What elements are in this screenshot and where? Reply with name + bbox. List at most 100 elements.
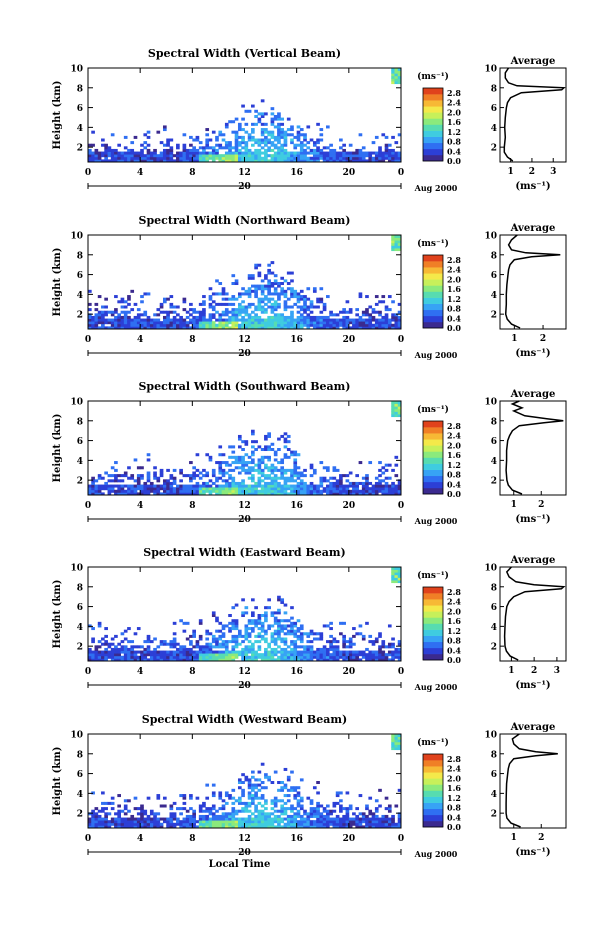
heatmap-cell	[198, 310, 203, 314]
heatmap-cell	[179, 655, 183, 659]
heatmap-cell	[355, 487, 360, 491]
heatmap-cell	[322, 476, 327, 480]
heatmap-cell	[221, 484, 226, 488]
heatmap-cell	[299, 143, 304, 147]
heatmap-cell	[218, 492, 223, 496]
heatmap-cell	[290, 159, 294, 163]
heatmap-cell	[348, 143, 353, 147]
heatmap-cell	[192, 645, 196, 649]
heatmap-cell	[224, 484, 229, 488]
heatmap-cell	[293, 624, 298, 628]
heatmap-cell	[140, 653, 144, 657]
heatmap-cell	[231, 650, 236, 654]
heatmap-cell	[237, 326, 242, 330]
heatmap-cell	[391, 78, 395, 82]
heatmap-cell	[381, 492, 386, 496]
heatmap-cell	[172, 481, 177, 485]
heatmap-cell	[189, 318, 193, 322]
heatmap-cell	[368, 809, 373, 813]
heatmap-cell	[381, 658, 386, 662]
heatmap-cell	[342, 315, 346, 319]
heatmap-cell	[228, 822, 232, 826]
heatmap-cell	[306, 159, 311, 163]
heatmap-cell	[114, 148, 118, 152]
heatmap-cell	[264, 141, 268, 145]
colorbar-tick-label: 0.8	[447, 636, 461, 646]
heatmap-cell	[290, 128, 294, 132]
heatmap-cell	[254, 487, 258, 491]
heatmap-cell	[397, 321, 402, 325]
heatmap-cell	[303, 632, 307, 636]
heatmap-cell	[368, 323, 373, 327]
heatmap-cell	[195, 326, 200, 330]
heatmap-cell	[218, 154, 223, 158]
heatmap-cell	[169, 658, 174, 662]
heatmap-cell	[270, 466, 275, 470]
heatmap-cell	[221, 292, 226, 296]
heatmap-cell	[215, 640, 219, 644]
heatmap-cell	[104, 801, 108, 805]
heatmap-cell	[143, 809, 148, 813]
heatmap-cell	[335, 489, 340, 493]
heatmap-cell	[172, 468, 177, 472]
colorbar-tick-label: 0.4	[447, 313, 461, 323]
heatmap-cell	[136, 466, 141, 470]
heatmap-cell	[280, 130, 285, 134]
heatmap-cell	[247, 148, 252, 152]
heatmap-cell	[312, 471, 317, 475]
heatmap-cell	[296, 323, 301, 327]
colorbar-frame	[422, 586, 444, 661]
heatmap-cell	[270, 122, 275, 126]
heatmap-cell	[234, 148, 239, 152]
heatmap-cell	[394, 159, 399, 163]
heatmap-cell	[260, 448, 265, 452]
heatmap-cell	[202, 468, 206, 472]
heatmap-cell	[241, 773, 245, 777]
heatmap-cell	[215, 820, 219, 824]
heatmap-cell	[224, 154, 229, 158]
heatmap-cell	[251, 642, 255, 646]
heatmap-cell	[247, 461, 252, 465]
heatmap-cell	[179, 492, 183, 496]
heatmap-cell	[127, 302, 131, 306]
heatmap-cell	[273, 302, 278, 306]
heatmap-cell	[394, 237, 399, 241]
colorbar-swatch	[423, 112, 443, 119]
heatmap-cell	[329, 481, 333, 485]
heatmap-cell	[192, 308, 196, 312]
heatmap-cell	[156, 817, 161, 821]
heatmap-cell	[299, 146, 304, 150]
heatmap-cell	[264, 326, 268, 330]
heatmap-cell	[192, 315, 196, 319]
heatmap-cell	[114, 484, 118, 488]
heatmap-cell	[192, 492, 196, 496]
heatmap-cell	[218, 313, 223, 317]
heatmap-cell	[127, 315, 131, 319]
x-tick-label: 8	[189, 667, 195, 677]
colorbar-swatch	[423, 267, 443, 274]
heatmap-cell	[237, 292, 242, 296]
heatmap-cell	[283, 637, 288, 641]
heatmap-cell	[394, 577, 399, 581]
heatmap-cell	[237, 825, 242, 829]
heatmap-cell	[241, 468, 245, 472]
heatmap-cell	[205, 146, 210, 150]
heatmap-cell	[234, 308, 239, 312]
heatmap-cell	[277, 822, 281, 826]
heatmap-cell	[211, 326, 216, 330]
heatmap-cell	[397, 318, 402, 322]
heatmap-cell	[208, 484, 213, 488]
heatmap-cell	[228, 302, 232, 306]
heatmap-cell	[316, 156, 320, 160]
heatmap-cell	[306, 141, 311, 145]
heatmap-cell	[378, 156, 382, 160]
heatmap-cell	[195, 655, 200, 659]
heatmap-cell	[195, 310, 200, 314]
heatmap-cell	[270, 614, 275, 618]
heatmap-cell	[231, 484, 236, 488]
heatmap-cell	[162, 817, 167, 821]
heatmap-cell	[247, 817, 252, 821]
heatmap-cell	[169, 318, 174, 322]
heatmap-cell	[270, 154, 275, 158]
heatmap-cell	[208, 492, 213, 496]
